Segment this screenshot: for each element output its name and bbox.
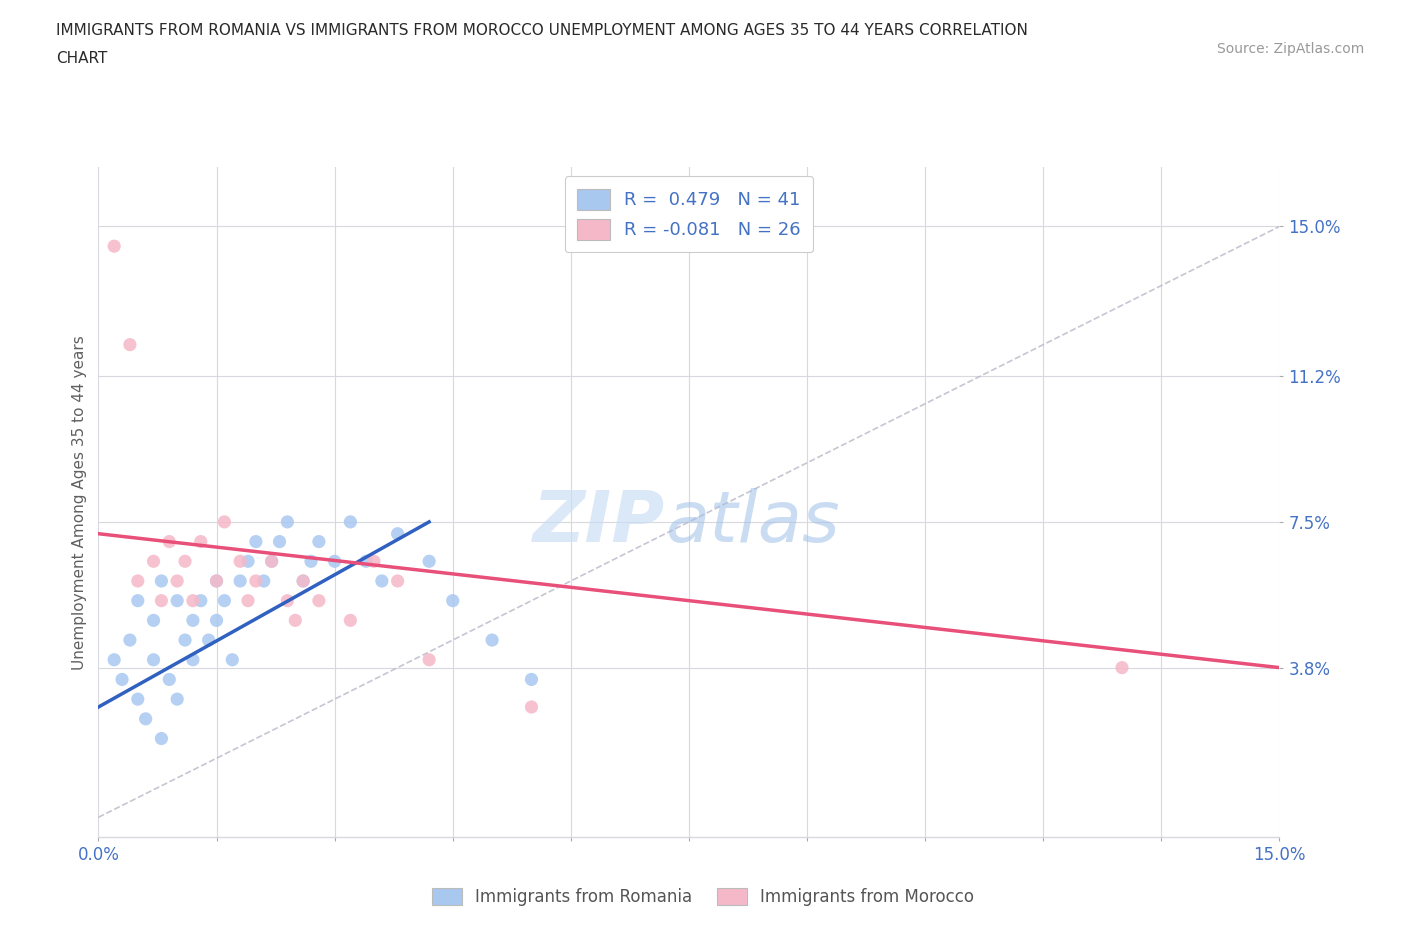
- Point: [166, 574, 188, 589]
- Point: [174, 554, 197, 569]
- Point: [157, 672, 180, 687]
- Point: [205, 574, 228, 589]
- Point: [1111, 660, 1133, 675]
- Point: [276, 514, 298, 529]
- Point: [441, 593, 464, 608]
- Point: [387, 574, 409, 589]
- Point: [214, 514, 236, 529]
- Point: [181, 613, 204, 628]
- Text: ZIP: ZIP: [533, 488, 665, 557]
- Point: [150, 731, 173, 746]
- Point: [118, 632, 141, 647]
- Point: [292, 574, 315, 589]
- Point: [418, 652, 440, 667]
- Legend: Immigrants from Romania, Immigrants from Morocco: Immigrants from Romania, Immigrants from…: [425, 881, 981, 912]
- Point: [339, 514, 361, 529]
- Point: [118, 338, 141, 352]
- Point: [253, 574, 276, 589]
- Point: [205, 613, 228, 628]
- Text: atlas: atlas: [665, 488, 839, 557]
- Text: Source: ZipAtlas.com: Source: ZipAtlas.com: [1216, 42, 1364, 56]
- Point: [142, 613, 165, 628]
- Point: [190, 593, 212, 608]
- Point: [236, 593, 259, 608]
- Point: [135, 711, 157, 726]
- Point: [150, 593, 173, 608]
- Point: [174, 632, 197, 647]
- Text: IMMIGRANTS FROM ROMANIA VS IMMIGRANTS FROM MOROCCO UNEMPLOYMENT AMONG AGES 35 TO: IMMIGRANTS FROM ROMANIA VS IMMIGRANTS FR…: [56, 23, 1028, 38]
- Point: [308, 593, 330, 608]
- Point: [103, 239, 125, 254]
- Point: [229, 574, 252, 589]
- Point: [205, 574, 228, 589]
- Point: [197, 632, 219, 647]
- Point: [354, 554, 377, 569]
- Point: [323, 554, 346, 569]
- Point: [418, 554, 440, 569]
- Point: [299, 554, 322, 569]
- Point: [236, 554, 259, 569]
- Point: [363, 554, 385, 569]
- Point: [127, 692, 149, 707]
- Point: [127, 574, 149, 589]
- Point: [284, 613, 307, 628]
- Point: [371, 574, 394, 589]
- Point: [190, 534, 212, 549]
- Point: [111, 672, 134, 687]
- Point: [229, 554, 252, 569]
- Point: [260, 554, 283, 569]
- Y-axis label: Unemployment Among Ages 35 to 44 years: Unemployment Among Ages 35 to 44 years: [72, 335, 87, 670]
- Point: [308, 534, 330, 549]
- Point: [269, 534, 291, 549]
- Point: [339, 613, 361, 628]
- Point: [181, 652, 204, 667]
- Point: [387, 526, 409, 541]
- Point: [260, 554, 283, 569]
- Point: [127, 593, 149, 608]
- Point: [481, 632, 503, 647]
- Point: [276, 593, 298, 608]
- Point: [221, 652, 243, 667]
- Text: CHART: CHART: [56, 51, 108, 66]
- Point: [520, 672, 543, 687]
- Point: [214, 593, 236, 608]
- Point: [520, 699, 543, 714]
- Point: [245, 534, 267, 549]
- Point: [157, 534, 180, 549]
- Point: [142, 652, 165, 667]
- Point: [150, 574, 173, 589]
- Point: [181, 593, 204, 608]
- Point: [142, 554, 165, 569]
- Point: [103, 652, 125, 667]
- Point: [292, 574, 315, 589]
- Point: [245, 574, 267, 589]
- Point: [166, 692, 188, 707]
- Legend: R =  0.479   N = 41, R = -0.081   N = 26: R = 0.479 N = 41, R = -0.081 N = 26: [565, 177, 813, 252]
- Point: [166, 593, 188, 608]
